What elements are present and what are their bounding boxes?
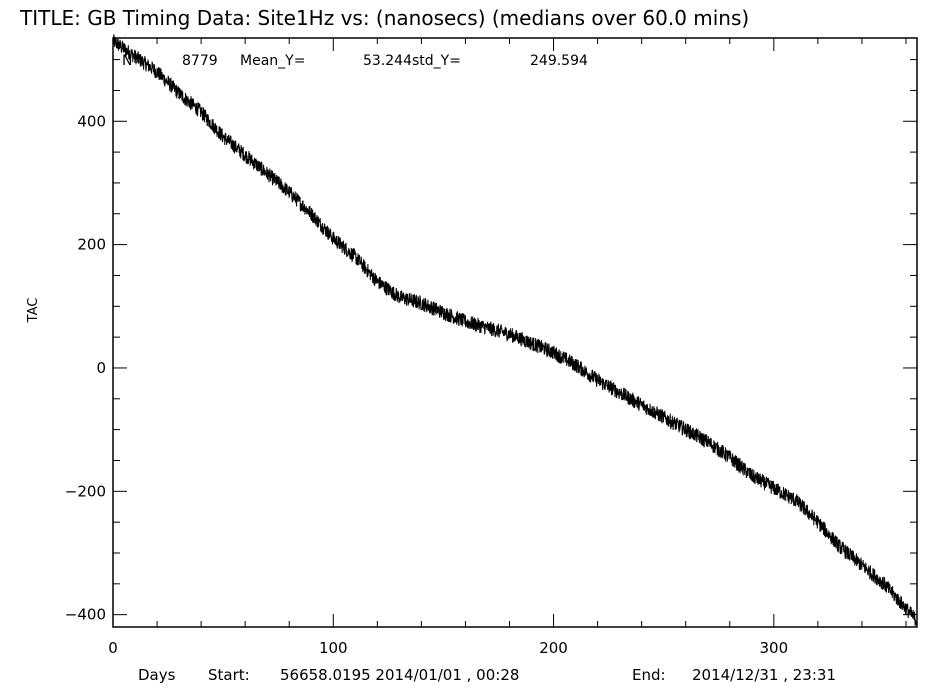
footer: Days Start: 56658.0195 2014/01/01 , 00:2… xyxy=(138,666,836,684)
footer-end-label: End: xyxy=(632,666,666,684)
footer-start-label: Start: xyxy=(208,666,250,684)
y-tick-label: 200 xyxy=(77,236,106,254)
y-axis-label: TAC xyxy=(26,298,41,324)
footer-end-value: 2014/12/31 , 23:31 xyxy=(692,666,836,684)
plot-frame xyxy=(112,37,918,628)
series-line xyxy=(112,34,918,626)
x-tick-label: 0 xyxy=(108,639,118,657)
y-tick-label: −200 xyxy=(65,482,106,500)
x-axis-label: Days xyxy=(138,666,176,684)
x-tick-label: 100 xyxy=(319,639,348,657)
y-tick-label: 0 xyxy=(96,359,106,377)
x-tick-label: 200 xyxy=(539,639,568,657)
stats-std-value: 249.594 xyxy=(530,53,588,69)
axis-tick-labels: 0 100 200 300 −400 −200 0 200 400 xyxy=(65,112,788,657)
y-tick-label: −400 xyxy=(65,606,106,624)
y-tick-label: 400 xyxy=(77,112,106,130)
stats-line: N= 8779 Mean_Y= 53.244 std_Y= 249.594 xyxy=(122,53,588,69)
stats-mean-label: Mean_Y= xyxy=(240,53,305,69)
chart-title: TITLE: GB Timing Data: Site1Hz vs: (nano… xyxy=(19,6,749,30)
stats-mean-value: 53.244 xyxy=(363,53,412,69)
x-tick-label: 300 xyxy=(760,639,789,657)
footer-start-value: 56658.0195 2014/01/01 , 00:28 xyxy=(280,666,519,684)
axis-ticks xyxy=(112,38,917,627)
stats-n-value: 8779 xyxy=(182,53,218,69)
stats-std-label: std_Y= xyxy=(412,53,461,69)
